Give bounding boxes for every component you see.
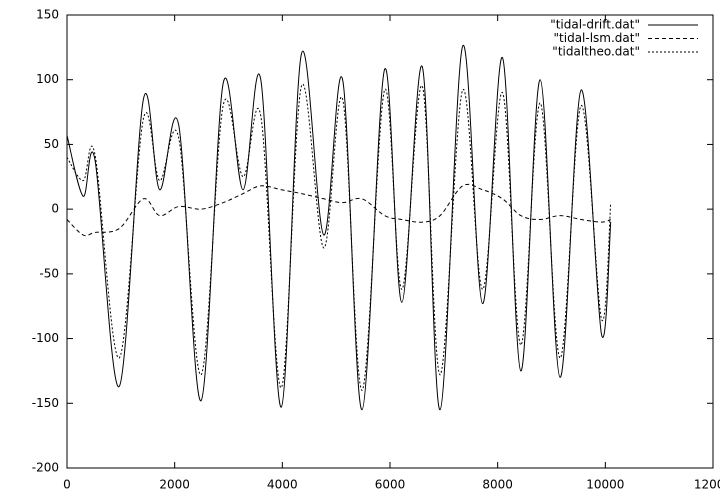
legend-label: "tidal-lsm.dat" xyxy=(554,31,640,45)
plot-frame xyxy=(66,14,714,469)
legend-label: "tidaltheo.dat" xyxy=(552,45,640,59)
y-tick-label: 50 xyxy=(44,137,59,151)
legend-label: "tidal-drift.dat" xyxy=(550,18,640,32)
y-tick-label: -50 xyxy=(39,266,59,280)
x-tick-label: 2000 xyxy=(159,478,190,492)
y-tick-label: 100 xyxy=(36,72,59,86)
x-tick-label: 0 xyxy=(63,478,71,492)
y-tick-label: -200 xyxy=(32,461,59,475)
x-tick-label: 10000 xyxy=(586,478,624,492)
x-tick-label: 12000 xyxy=(694,478,720,492)
y-tick-label: 150 xyxy=(36,8,59,22)
x-tick-label: 6000 xyxy=(375,478,406,492)
y-tick-label: 0 xyxy=(51,202,59,216)
x-tick-label: 4000 xyxy=(267,478,298,492)
data-line xyxy=(66,45,612,411)
y-tick-label: -100 xyxy=(32,331,59,345)
y-tick-label: -150 xyxy=(32,396,59,410)
data-line xyxy=(66,183,611,237)
data-line xyxy=(66,83,612,391)
x-tick-label: 8000 xyxy=(482,478,513,492)
